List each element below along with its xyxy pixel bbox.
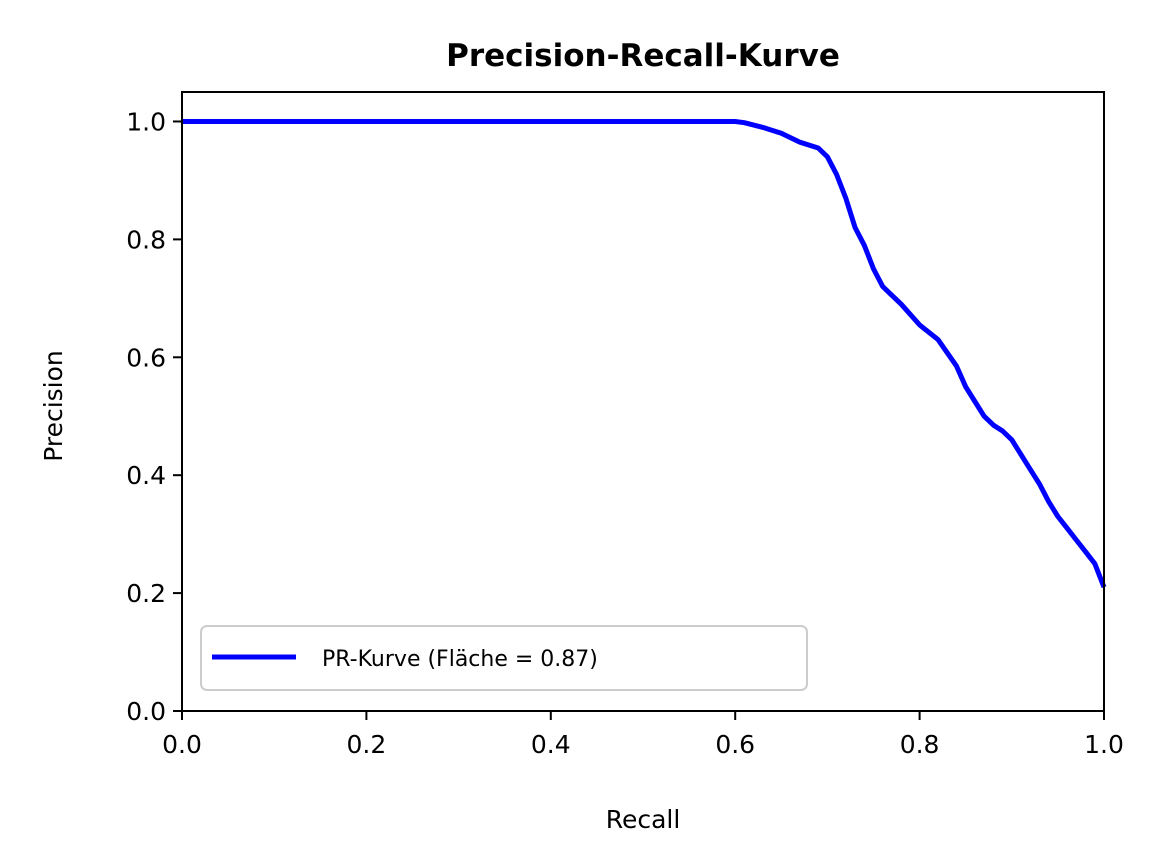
legend: PR-Kurve (Fläche = 0.87) <box>200 625 808 691</box>
x-tick-label: 1.0 <box>1084 730 1124 759</box>
y-tick-label: 0.2 <box>126 579 166 608</box>
y-axis: 0.0 0.2 0.4 0.6 0.8 1.0 <box>126 107 182 726</box>
x-tick-label: 0.0 <box>162 730 202 759</box>
plot-frame <box>181 91 1105 712</box>
y-tick-label: 0.6 <box>126 343 166 372</box>
y-tick-label: 1.0 <box>126 107 166 136</box>
y-tick-label: 0.0 <box>126 697 166 726</box>
pr-curve-line <box>182 119 1107 589</box>
y-tick-label: 0.8 <box>126 225 166 254</box>
y-tick-label: 0.4 <box>126 461 166 490</box>
legend-box <box>200 625 808 691</box>
x-axis: 0.0 0.2 0.4 0.6 0.8 1.0 <box>162 711 1124 759</box>
y-axis-label: Precision <box>39 350 68 462</box>
x-tick-label: 0.2 <box>347 730 387 759</box>
legend-entry-label: PR-Kurve (Fläche = 0.87) <box>322 647 598 672</box>
plot-area <box>181 91 1107 712</box>
x-tick-label: 0.4 <box>531 730 571 759</box>
x-axis-label: Recall <box>606 805 681 834</box>
chart-title: Precision-Recall-Kurve <box>446 38 840 74</box>
x-tick-label: 0.6 <box>715 730 755 759</box>
x-tick-label: 0.8 <box>900 730 940 759</box>
